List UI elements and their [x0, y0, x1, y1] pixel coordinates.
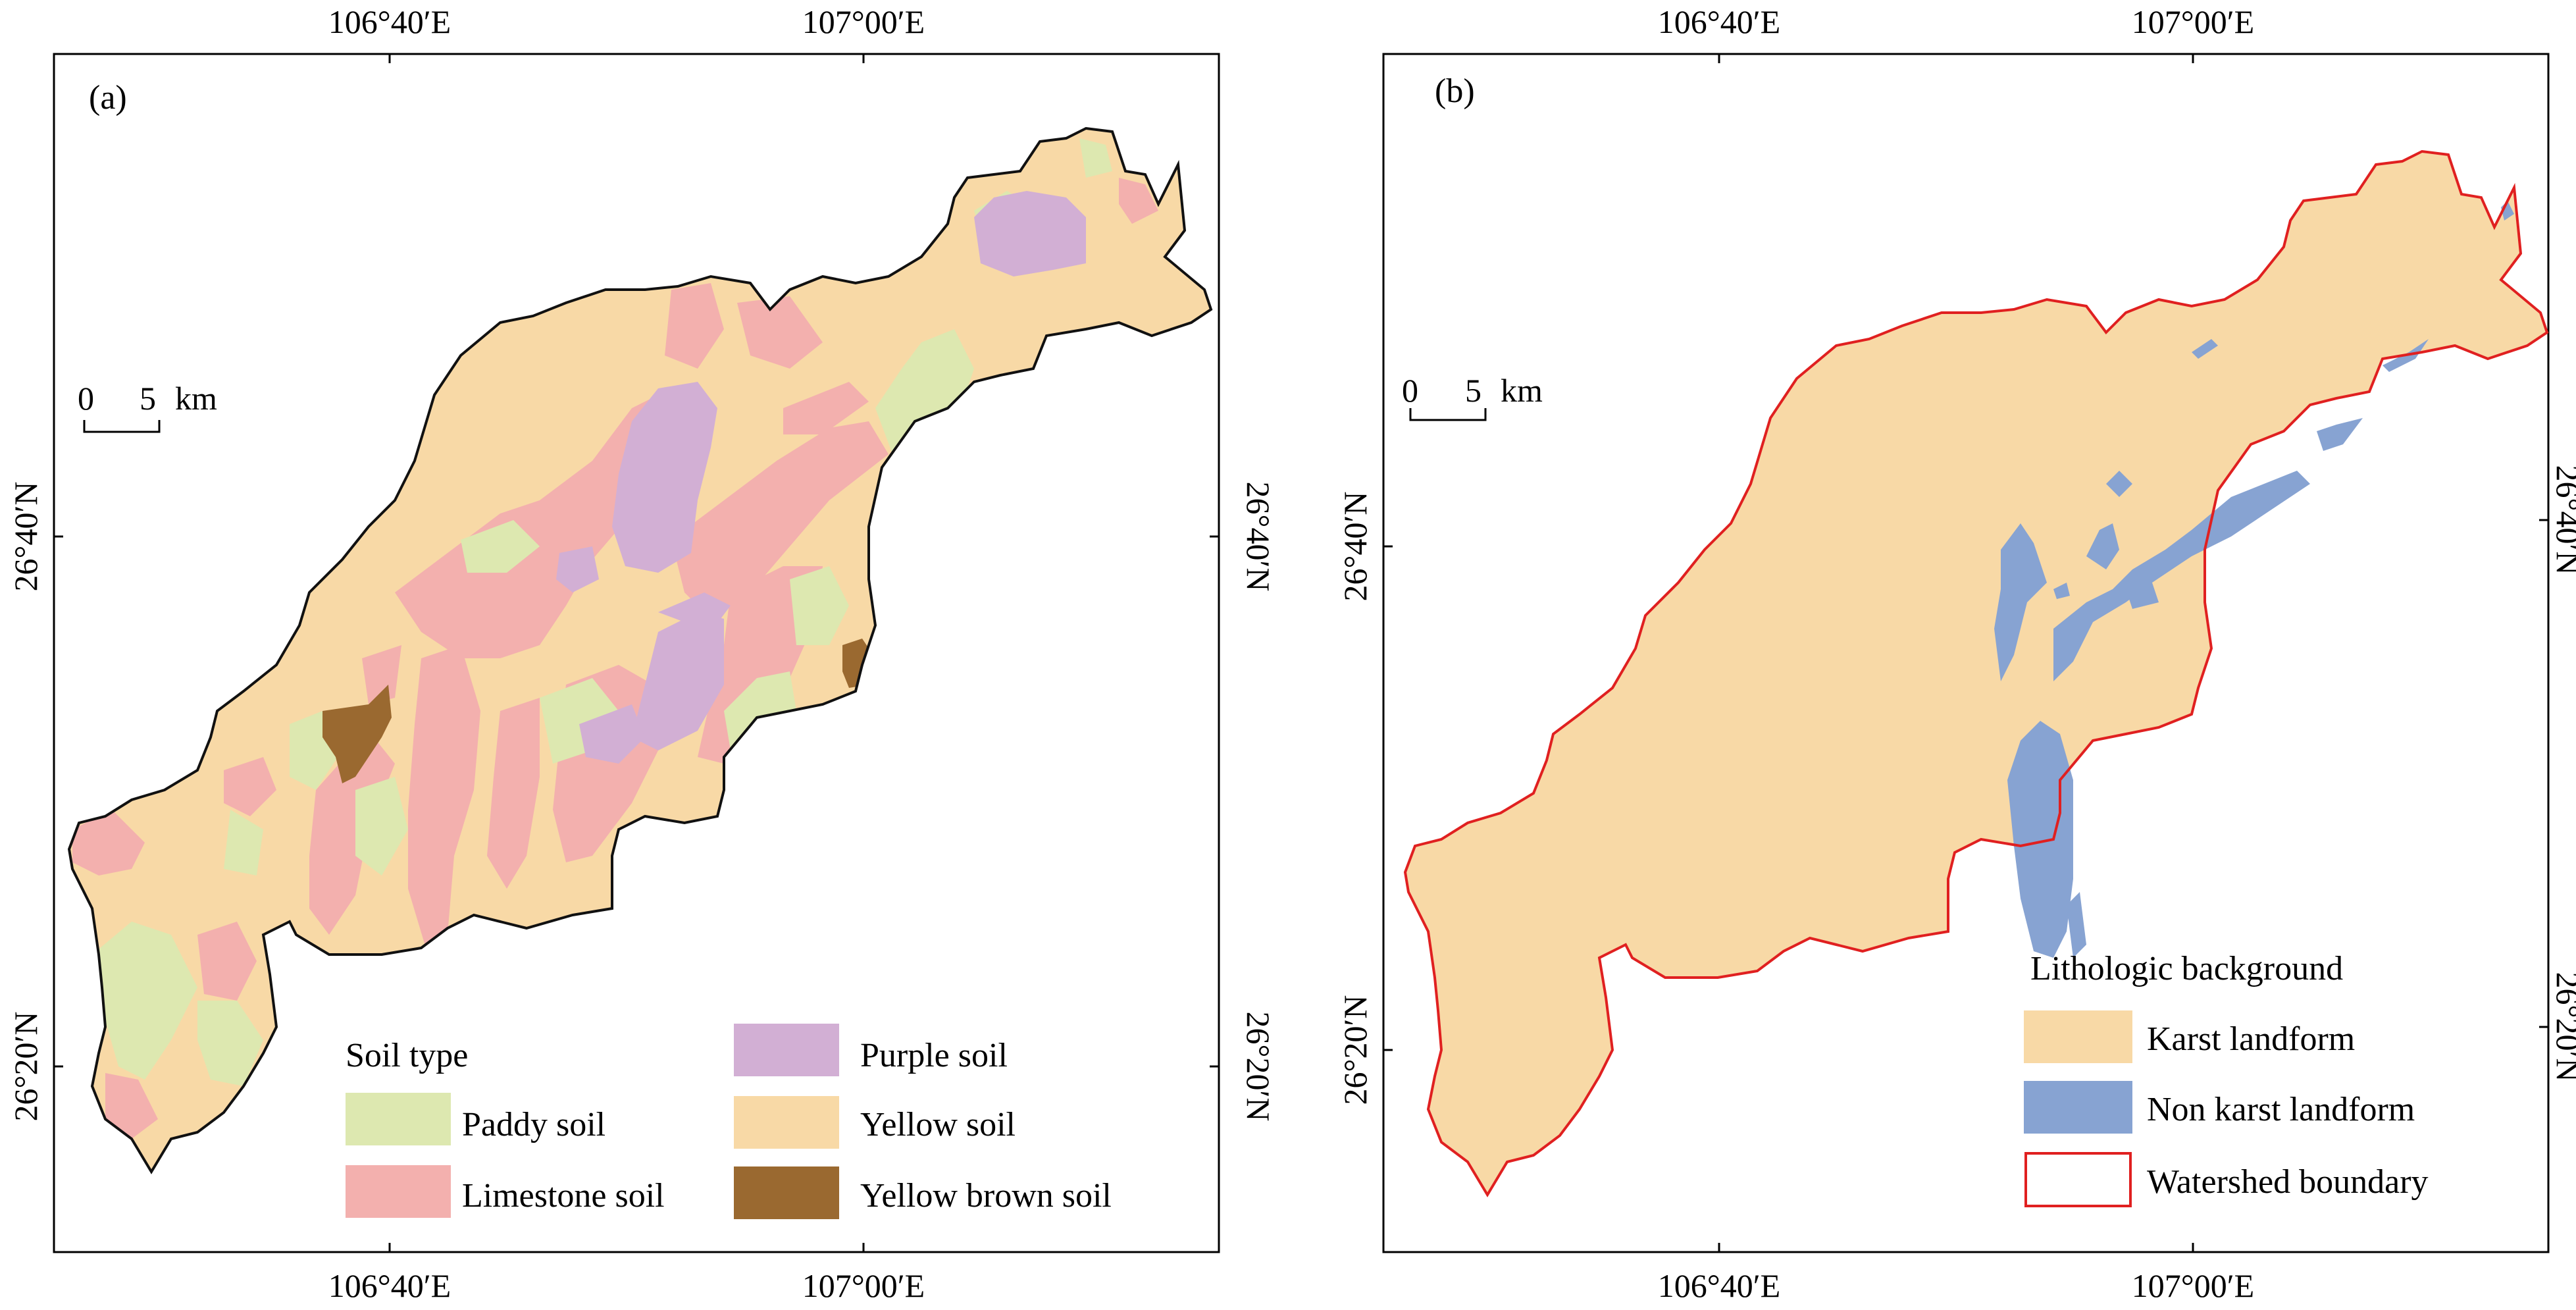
legend-label-nonkarst: Non karst landform [2147, 1091, 2415, 1128]
scale-five-b: 5 [1465, 372, 1481, 409]
right-tick-a-2: 26°20′N [1240, 1011, 1277, 1121]
panel-a: 106°40′E 107°00′E 106°40′E 107°00′E 26°4… [7, 3, 1277, 1304]
bottom-tick-b-1: 106°40′E [1658, 1267, 1780, 1304]
bottom-tick-a-1: 106°40′E [328, 1267, 451, 1304]
bottom-tick-b-2: 107°00′E [2132, 1267, 2254, 1304]
scale-zero-a: 0 [78, 380, 94, 417]
legend-label-yellow: Yellow soil [860, 1106, 1016, 1143]
scale-five-a: 5 [140, 380, 156, 417]
legend-swatch-karst [2024, 1010, 2132, 1063]
right-tick-b-2: 26°20′N [2550, 972, 2576, 1082]
left-tick-b-1: 26°40′N [1337, 491, 1374, 601]
legend-swatch-yellow [734, 1096, 839, 1149]
scale-unit-b: km [1501, 372, 1543, 409]
legend-lithology-title: Lithologic background [2030, 950, 2343, 987]
legend-lithology: Lithologic background Karst landform Non… [2024, 950, 2429, 1207]
right-tick-b-1: 26°40′N [2550, 465, 2576, 575]
top-tick-b-2: 107°00′E [2132, 3, 2254, 40]
legend-swatch-boundary [2024, 1152, 2132, 1207]
bottom-tick-a-2: 107°00′E [802, 1267, 925, 1304]
legend-label-limestone: Limestone soil [462, 1177, 665, 1215]
legend-swatch-paddy [346, 1093, 451, 1145]
scale-zero-b: 0 [1402, 372, 1418, 409]
top-tick-a-2: 107°00′E [802, 3, 925, 40]
tick-marks-b [1383, 54, 2548, 1252]
top-tick-b-1: 106°40′E [1658, 3, 1780, 40]
tick-marks-a [54, 54, 1219, 1252]
panel-b: 106°40′E 107°00′E 106°40′E 107°00′E 26°4… [1337, 3, 2576, 1304]
left-tick-a-2: 26°20′N [7, 1011, 44, 1121]
legend-swatch-nonkarst [2024, 1081, 2132, 1134]
legend-swatch-purple [734, 1024, 839, 1076]
right-tick-a-1: 26°40′N [1240, 481, 1277, 591]
panel-b-label: (b) [1435, 72, 1475, 110]
left-tick-b-2: 26°20′N [1337, 995, 1374, 1105]
legend-swatch-yellow-brown [734, 1166, 839, 1219]
top-tick-a-1: 106°40′E [328, 3, 451, 40]
scale-bar-a: 0 5 km [78, 380, 217, 433]
left-tick-a-1: 26°40′N [7, 481, 44, 591]
non-karst-patches [1994, 201, 2514, 958]
legend-label-yellow-brown: Yellow brown soil [860, 1177, 1112, 1215]
limestone-soil-patches [72, 178, 1158, 1139]
legend-soil: Soil type Paddy soil Limestone soil Purp… [346, 1024, 1112, 1219]
panel-a-label: (a) [89, 79, 127, 117]
legend-label-purple: Purple soil [860, 1037, 1008, 1074]
lithology-map [1404, 150, 2548, 1196]
soil-map [68, 127, 1212, 1173]
legend-soil-title: Soil type [346, 1037, 468, 1074]
scale-bar-b: 0 5 km [1402, 372, 1543, 421]
legend-label-boundary: Watershed boundary [2147, 1163, 2429, 1201]
legend-label-karst: Karst landform [2147, 1020, 2355, 1058]
purple-soil-patches [556, 191, 1086, 764]
scale-unit-a: km [175, 380, 217, 417]
legend-label-paddy: Paddy soil [462, 1106, 605, 1143]
legend-swatch-limestone [346, 1165, 451, 1218]
